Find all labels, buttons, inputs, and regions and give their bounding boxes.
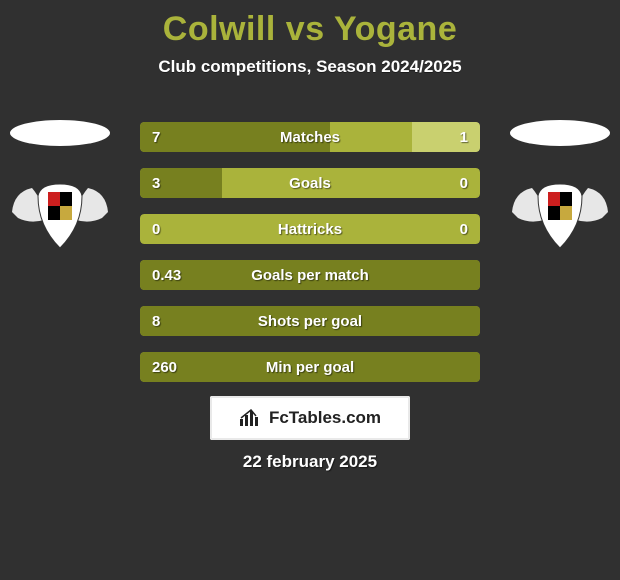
- stat-row: 71Matches: [140, 122, 480, 152]
- stat-label: Matches: [140, 122, 480, 152]
- left-nation-oval: [10, 120, 110, 146]
- stat-label: Min per goal: [140, 352, 480, 382]
- stat-row: 8Shots per goal: [140, 306, 480, 336]
- stat-row: 00Hattricks: [140, 214, 480, 244]
- site-badge[interactable]: FcTables.com: [210, 396, 410, 440]
- stat-row: 260Min per goal: [140, 352, 480, 382]
- right-club-crest: [510, 176, 610, 256]
- title: Colwill vs Yogane: [0, 0, 620, 49]
- left-club-crest: [10, 176, 110, 256]
- stat-row: 30Goals: [140, 168, 480, 198]
- stat-label: Goals per match: [140, 260, 480, 290]
- infographic-root: Colwill vs Yogane Club competitions, Sea…: [0, 0, 620, 580]
- right-nation-oval: [510, 120, 610, 146]
- club-crest-icon: [10, 176, 110, 256]
- stat-row: 0.43Goals per match: [140, 260, 480, 290]
- subtitle: Club competitions, Season 2024/2025: [0, 57, 620, 77]
- left-player-column: [0, 120, 120, 256]
- stat-label: Shots per goal: [140, 306, 480, 336]
- right-player-column: [500, 120, 620, 256]
- player-right-name: Yogane: [334, 10, 457, 48]
- stat-label: Goals: [140, 168, 480, 198]
- site-name: FcTables.com: [269, 408, 381, 428]
- club-crest-icon: [510, 176, 610, 256]
- player-left-name: Colwill: [163, 10, 276, 48]
- footer-date: 22 february 2025: [0, 452, 620, 472]
- bar-chart-icon: [239, 409, 261, 427]
- vs-text: vs: [286, 10, 325, 48]
- comparison-bars: 71Matches 30Goals 00Hattricks 0.43Goals per…: [140, 122, 480, 398]
- stat-label: Hattricks: [140, 214, 480, 244]
